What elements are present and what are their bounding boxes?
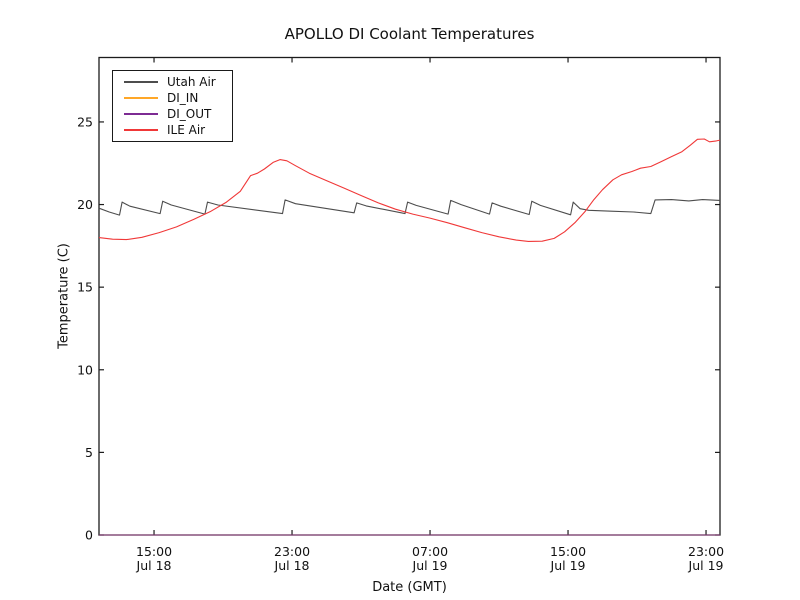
x-axis-label: Date (GMT) [372, 580, 447, 595]
x-tick-time-label: 15:00 [136, 544, 172, 559]
x-tick-date-label: Jul 19 [688, 558, 724, 573]
x-tick-time-label: 15:00 [550, 544, 586, 559]
y-tick-label: 15 [77, 280, 93, 295]
legend-item-utah-air: Utah Air [113, 75, 232, 90]
x-tick-date-label: Jul 19 [550, 558, 586, 573]
legend-label-di-in: DI_IN [167, 91, 199, 105]
y-tick-label: 25 [77, 114, 93, 129]
y-tick-label: 10 [77, 362, 93, 377]
legend-line-sample-di-out [124, 113, 158, 115]
series-line-ile-air [98, 138, 721, 242]
legend-label-di-out: DI_OUT [167, 107, 212, 121]
x-tick-time-label: 23:00 [274, 544, 310, 559]
legend-label-utah-air: Utah Air [167, 75, 216, 89]
legend-line-sample-ile-air [124, 129, 158, 131]
y-tick-label: 20 [77, 197, 93, 212]
y-axis-label: Temperature (C) [56, 243, 72, 349]
x-tick-time-label: 23:00 [688, 544, 724, 559]
series-lines [98, 138, 721, 536]
x-tick-date-label: Jul 19 [412, 558, 448, 573]
legend-line-sample-utah-air [124, 81, 158, 83]
legend-label-ile-air: ILE Air [167, 123, 206, 137]
chart-title: APOLLO DI Coolant Temperatures [284, 25, 535, 43]
series-line-utah-air [98, 199, 721, 216]
x-tick-time-label: 07:00 [412, 544, 448, 559]
legend-item-di-in: DI_IN [113, 91, 232, 106]
y-tick-label: 5 [85, 445, 93, 460]
x-tick-date-label: Jul 18 [136, 558, 172, 573]
legend-item-di-out: DI_OUT [113, 107, 232, 122]
legend-item-ile-air: ILE Air [113, 123, 232, 138]
legend-line-sample-di-in [124, 97, 158, 99]
x-tick-date-label: Jul 18 [274, 558, 310, 573]
legend: Utah Air DI_IN DI_OUT ILE Air [112, 70, 233, 142]
y-tick-label: 0 [85, 528, 93, 543]
